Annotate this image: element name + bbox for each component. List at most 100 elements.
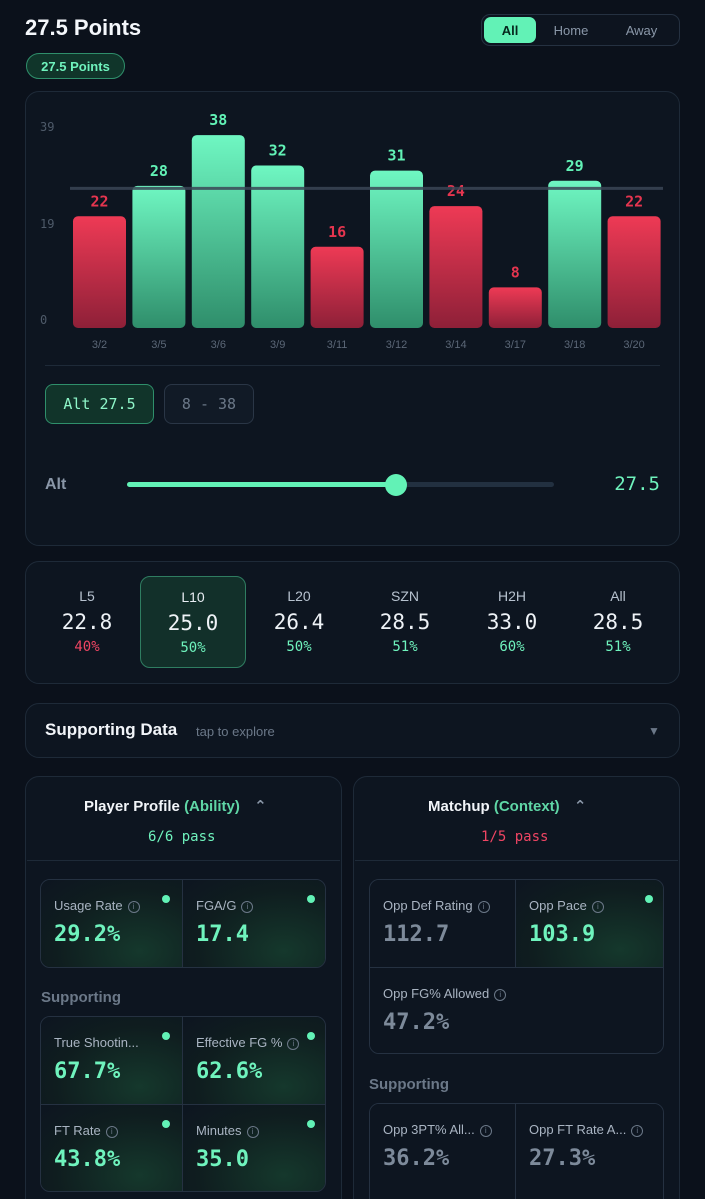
metric-fga[interactable]: FGA/G i 17.4 <box>183 880 325 967</box>
info-icon[interactable]: i <box>631 1125 644 1137</box>
supporting-data-toggle[interactable] <box>25 703 680 758</box>
filter-away-tab[interactable]: Away <box>625 22 658 38</box>
x-tick-label: 3/11 <box>327 339 348 351</box>
metric-label: FT Rate <box>54 1123 101 1138</box>
split-l10[interactable]: L10 25.0 50% <box>140 576 246 668</box>
metric-usage-rate[interactable]: Usage Rate i 29.2% <box>41 880 182 967</box>
chevron-down-icon[interactable]: ▼ <box>648 724 660 738</box>
split-l5[interactable]: L5 22.8 40% <box>34 576 140 668</box>
split-pct: 51% <box>605 639 631 655</box>
split-all[interactable]: All 28.5 51% <box>565 576 671 668</box>
split-value: 26.4 <box>273 610 325 634</box>
player-profile-title: Player Profile <box>84 798 180 815</box>
chart-bar[interactable] <box>191 135 245 328</box>
alt-line-button[interactable]: Alt 27.5 <box>45 384 154 424</box>
range-button[interactable]: 8 - 38 <box>164 384 254 424</box>
player-profile-header[interactable]: Player Profile (Ability) ⌃ <box>84 797 267 815</box>
bar-value-label: 16 <box>328 223 346 241</box>
split-szn[interactable]: SZN 28.5 51% <box>352 576 458 668</box>
metric-opp-ft-rate[interactable]: Opp FT Rate A... i 27.3% <box>516 1104 663 1199</box>
x-tick-label: 3/12 <box>386 339 407 351</box>
split-label: SZN <box>391 588 419 604</box>
chart-bar[interactable] <box>310 246 364 328</box>
chart-divider <box>45 365 660 366</box>
chart-bar[interactable] <box>73 216 126 328</box>
chart-bar[interactable] <box>370 170 423 328</box>
metric-label: Opp Def Rating <box>383 898 473 913</box>
info-icon[interactable]: i <box>479 1125 492 1137</box>
metric-label: FGA/G <box>196 898 237 913</box>
chart-bar[interactable] <box>132 185 186 328</box>
x-tick-label: 3/6 <box>211 339 226 351</box>
metric-label: Opp FG% Allowed <box>383 986 490 1001</box>
split-label: L20 <box>287 588 311 604</box>
pass-dot-icon <box>307 895 315 903</box>
metric-opp-3pt-allowed[interactable]: Opp 3PT% All... i 36.2% <box>370 1104 515 1199</box>
metric-opp-def-rating[interactable]: Opp Def Rating i 112.7 <box>370 880 515 967</box>
metric-value: 112.7 <box>383 922 450 947</box>
bar-value-label: 32 <box>269 142 287 160</box>
chevron-up-icon[interactable]: ⌃ <box>254 798 267 815</box>
y-tick-label: 0 <box>40 313 47 327</box>
chart-bar[interactable] <box>548 180 602 328</box>
metric-value: 43.8% <box>54 1147 121 1172</box>
metric-label: Usage Rate <box>54 898 123 913</box>
metric-value: 47.2% <box>383 1010 450 1035</box>
info-icon[interactable]: i <box>241 901 254 913</box>
player-supporting-grid: True Shootin... 67.7% Effective FG % i 62… <box>40 1016 326 1192</box>
info-icon[interactable]: i <box>127 901 140 913</box>
info-icon[interactable]: i <box>287 1038 300 1050</box>
split-pct: 60% <box>499 639 525 655</box>
metric-effective-fg[interactable]: Effective FG % i 62.6% <box>183 1017 325 1104</box>
metric-true-shooting[interactable]: True Shootin... 67.7% <box>41 1017 182 1104</box>
info-icon[interactable]: i <box>246 1126 259 1138</box>
slider-label: Alt <box>45 476 67 493</box>
split-value: 22.8 <box>61 610 113 634</box>
x-tick-label: 3/20 <box>623 339 644 351</box>
info-icon[interactable]: i <box>477 901 490 913</box>
split-label: H2H <box>497 588 526 604</box>
info-icon[interactable]: i <box>591 901 604 913</box>
bar-value-label: 31 <box>387 147 405 165</box>
chart-bar[interactable] <box>429 206 483 328</box>
metric-value: 36.2% <box>383 1146 450 1171</box>
panel-divider <box>355 860 678 861</box>
split-pct: 50% <box>286 639 312 655</box>
chart-bar[interactable] <box>251 165 305 328</box>
split-value: 33.0 <box>486 610 538 634</box>
bar-value-label: 38 <box>209 111 227 129</box>
chart-bar[interactable] <box>488 287 542 328</box>
split-value: 28.5 <box>379 610 431 634</box>
player-primary-grid: Usage Rate i 29.2% FGA/G i 17.4 <box>40 879 326 968</box>
matchup-header[interactable]: Matchup (Context) ⌃ <box>428 797 586 815</box>
chart-bar[interactable] <box>607 216 661 328</box>
split-h2h[interactable]: H2H 33.0 60% <box>459 576 565 668</box>
slider-thumb[interactable] <box>385 474 407 496</box>
panel-divider <box>27 860 340 861</box>
metric-ft-rate[interactable]: FT Rate i 43.8% <box>41 1105 182 1191</box>
metric-value: 103.9 <box>529 922 596 947</box>
metric-opp-fg-allowed[interactable]: Opp FG% Allowed i 47.2% <box>370 968 663 1053</box>
y-tick-label: 19 <box>40 217 54 231</box>
metric-minutes[interactable]: Minutes i 35.0 <box>183 1105 325 1191</box>
supporting-label: Supporting <box>369 1076 449 1093</box>
chevron-up-icon[interactable]: ⌃ <box>573 798 587 815</box>
metric-value: 29.2% <box>54 922 121 947</box>
bar-value-label: 24 <box>447 182 465 200</box>
filter-home-tab[interactable]: Home <box>553 22 589 38</box>
pass-dot-icon <box>307 1032 315 1040</box>
metric-opp-pace[interactable]: Opp Pace i 103.9 <box>516 880 663 967</box>
supporting-label: Supporting <box>41 989 121 1006</box>
line-pill[interactable]: 27.5 Points <box>26 53 125 79</box>
metric-label: Opp Pace <box>529 898 587 913</box>
info-icon[interactable]: i <box>105 1126 118 1138</box>
x-tick-label: 3/14 <box>445 339 466 351</box>
matchup-title: Matchup <box>428 798 490 815</box>
info-icon[interactable]: i <box>494 989 507 1001</box>
filter-all-tab[interactable]: All <box>484 17 536 43</box>
split-l20[interactable]: L20 26.4 50% <box>246 576 352 668</box>
metric-label: Effective FG % <box>196 1035 283 1050</box>
split-pct: 40% <box>74 639 100 655</box>
pass-dot-icon <box>162 895 170 903</box>
x-tick-label: 3/18 <box>564 339 585 351</box>
